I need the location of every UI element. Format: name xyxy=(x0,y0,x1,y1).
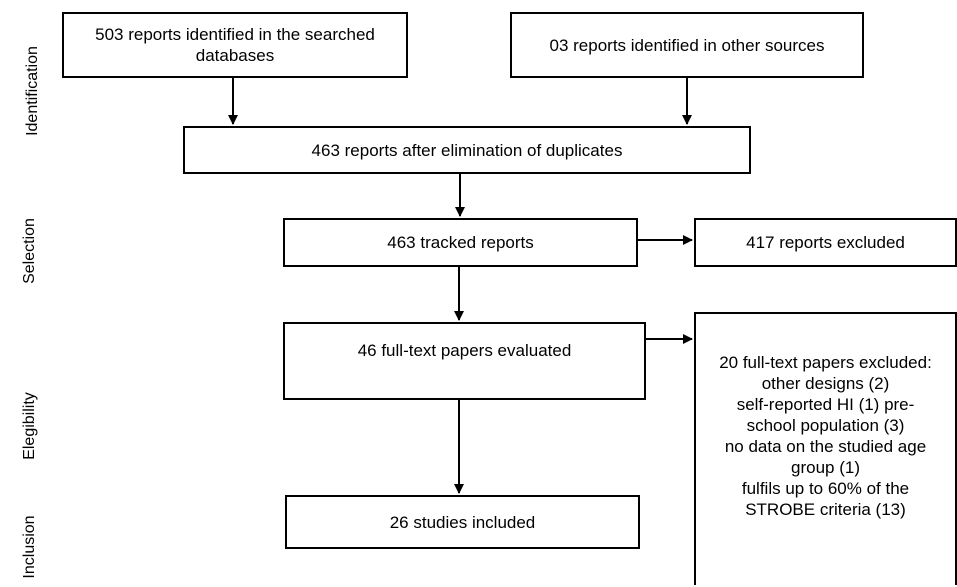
box-database-reports-line2: databases xyxy=(195,46,275,65)
box-database-reports: 503 reports identified in the searched d… xyxy=(62,12,408,78)
box-other-source-reports: 03 reports identified in other sources xyxy=(510,12,864,78)
box-excluded-papers: 20 full-text papers excluded: other desi… xyxy=(694,312,957,585)
excluded-papers-line-5: no data on the studied age xyxy=(724,437,927,456)
excluded-papers-line-1: 20 full-text papers excluded: xyxy=(719,353,932,372)
box-after-duplicates: 463 reports after elimination of duplica… xyxy=(183,126,751,174)
box-excluded-reports-text: 417 reports excluded xyxy=(746,233,905,252)
box-full-text-evaluated: 46 full-text papers evaluated xyxy=(283,322,646,400)
excluded-papers-line-4: school population (3) xyxy=(746,416,905,435)
box-after-duplicates-text: 463 reports after elimination of duplica… xyxy=(311,140,623,160)
box-tracked-reports-text: 463 tracked reports xyxy=(387,233,534,252)
box-tracked-reports: 463 tracked reports xyxy=(283,218,638,267)
excluded-papers-line-7: fulfils up to 60% of the xyxy=(741,479,910,498)
excluded-papers-line-3: self-reported HI (1) pre- xyxy=(736,395,915,414)
excluded-papers-line-6: group (1) xyxy=(791,458,860,477)
box-studies-included-text: 26 studies included xyxy=(389,512,536,532)
box-studies-included: 26 studies included xyxy=(285,495,640,549)
box-database-reports-line1: 503 reports identified in the searched xyxy=(95,25,375,44)
box-excluded-reports: 417 reports excluded xyxy=(694,218,957,267)
excluded-papers-line-2: other designs (2) xyxy=(761,374,890,393)
box-full-text-evaluated-text: 46 full-text papers evaluated xyxy=(357,340,572,360)
box-other-source-reports-text: 03 reports identified in other sources xyxy=(549,35,825,55)
excluded-papers-line-8: STROBE criteria (13) xyxy=(745,500,906,519)
